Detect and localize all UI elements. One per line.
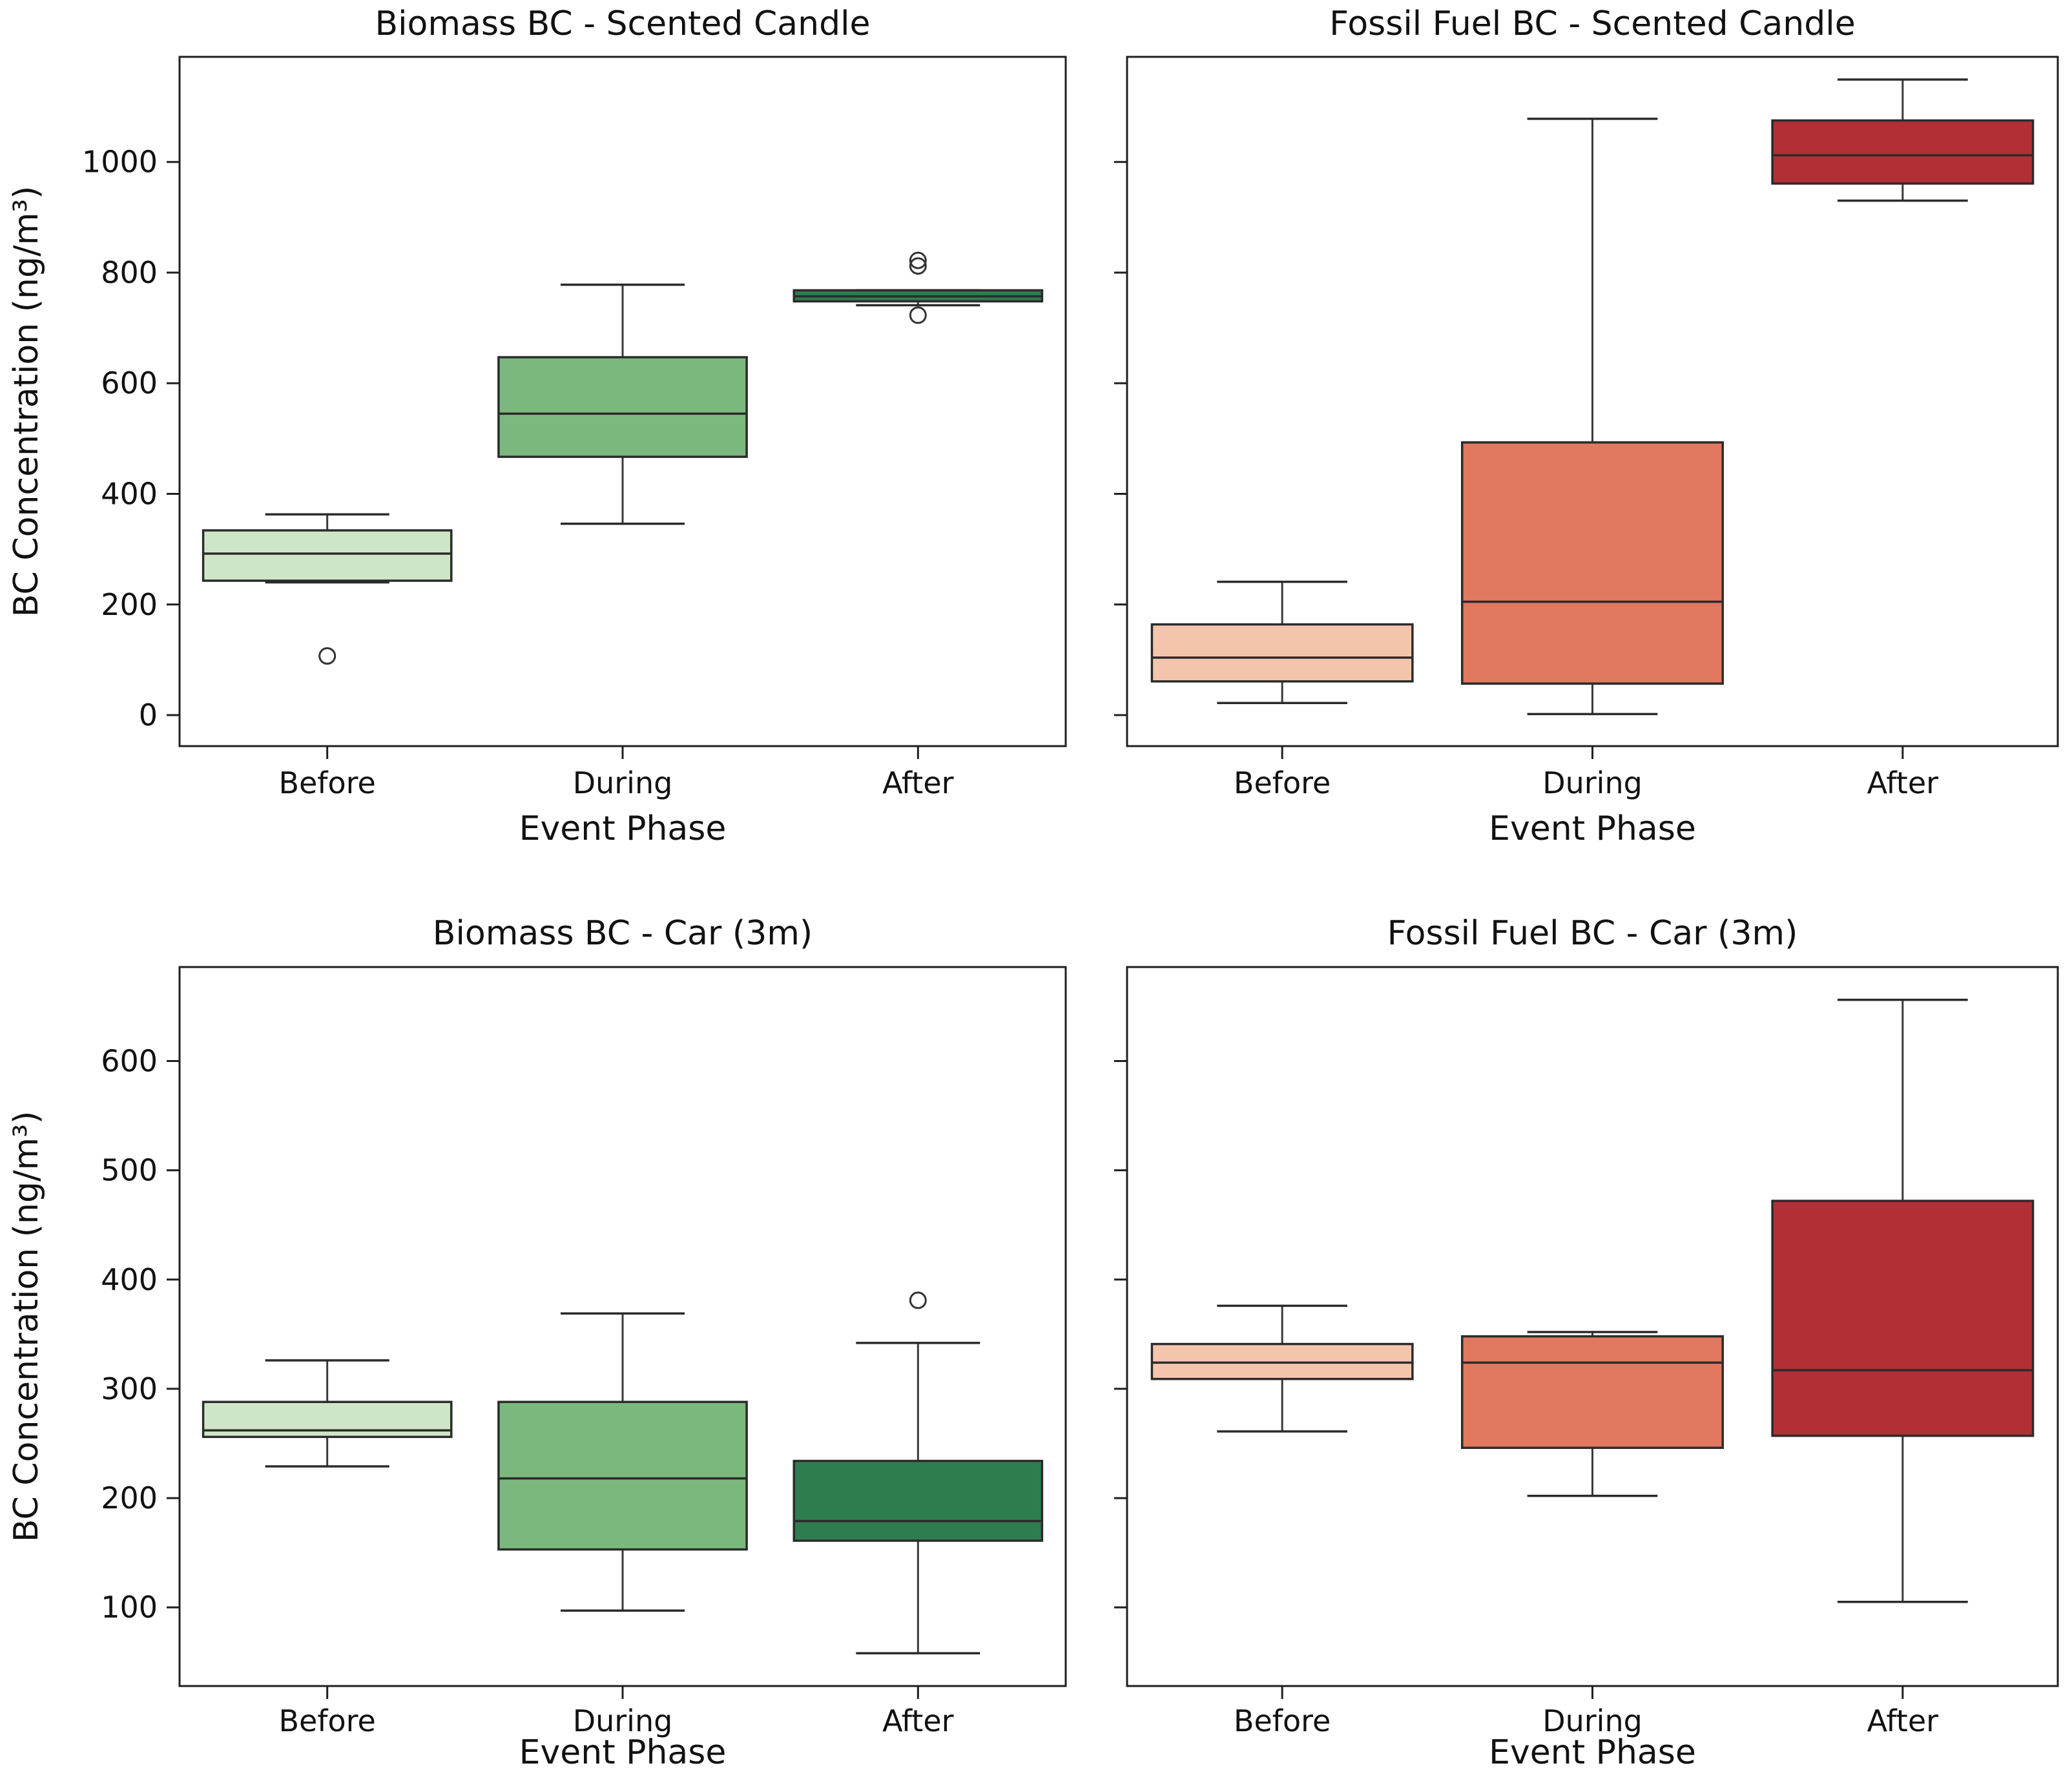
box-during [497, 356, 748, 458]
y-tick-label: 600 [101, 366, 158, 401]
x-tick-label: During [573, 1703, 673, 1738]
y-tick-label: 500 [101, 1153, 158, 1188]
panel-biomass-scented-candle: Biomass BC - Scented Candle 0 200 400 600 800… [0, 0, 1067, 885]
y-tick-label: 800 [101, 255, 158, 290]
y-tick-label: 600 [101, 1043, 158, 1078]
y-tick-label: 200 [101, 1481, 158, 1515]
x-tick-label: After [882, 1703, 954, 1738]
box-before [202, 1400, 453, 1439]
x-tick-label: Before [278, 765, 375, 800]
outlier-point [909, 306, 927, 324]
fossil-fuel-scented-candle-plot: Fossil Fuel BC - Scented Candle Before Dur… [1114, 5, 2059, 848]
panel-biomass-car-3m: Biomass BC - Car (3m) 100 200 300 400 500 600 B… [0, 885, 1067, 1770]
box-during [1461, 1335, 1724, 1450]
x-tick-label: Before [1234, 1703, 1331, 1738]
x-tick-label: During [1542, 1703, 1642, 1738]
y-axis-label: BC Concentration (ng/m³) [7, 186, 46, 618]
outlier-point [909, 257, 927, 275]
y-tick-label: 1000 [82, 145, 158, 180]
y-tick-label: 400 [101, 477, 158, 512]
x-tick-label: During [1542, 765, 1642, 800]
box-during [1461, 441, 1724, 685]
x-tick-label: Before [1234, 765, 1331, 800]
x-axis-label: Event Phase [519, 1733, 727, 1770]
panel-fossil-fuel-car-3m: Fossil Fuel BC - Car (3m) Before During Aft… [1036, 885, 2072, 1770]
x-axis-label: Event Phase [519, 809, 727, 848]
box-before [1150, 623, 1414, 683]
outlier-point [909, 251, 927, 269]
panel-title: Biomass BC - Car (3m) [433, 914, 813, 953]
box-after [793, 1459, 1044, 1542]
outlier-point [318, 647, 337, 665]
y-tick-label: 400 [101, 1262, 158, 1297]
fossil-fuel-car-3m-plot: Fossil Fuel BC - Car (3m) Before During Aft… [1114, 914, 2059, 1770]
box-after [1771, 1200, 2035, 1437]
panel-title: Fossil Fuel BC - Scented Candle [1329, 5, 1855, 43]
y-tick-label: 300 [101, 1371, 158, 1406]
panel-title: Fossil Fuel BC - Car (3m) [1387, 914, 1798, 953]
box-during [497, 1400, 748, 1551]
y-axis-label: BC Concentration (ng/m³) [7, 1111, 46, 1543]
biomass-scented-candle-plot: Biomass BC - Scented Candle 0 200 400 600 800… [7, 5, 1067, 848]
x-tick-label: During [573, 765, 673, 800]
x-tick-label: After [1867, 765, 1939, 800]
y-tick-label: 0 [139, 698, 158, 733]
x-tick-label: After [882, 765, 954, 800]
panel-fossil-fuel-scented-candle: Fossil Fuel BC - Scented Candle Before Dur… [1036, 0, 2072, 885]
y-tick-label: 200 [101, 587, 158, 622]
biomass-car-3m-plot: Biomass BC - Car (3m) 100 200 300 400 500 600 B… [7, 914, 1067, 1770]
x-axis-label: Event Phase [1489, 809, 1696, 848]
outlier-point [909, 1291, 927, 1309]
x-tick-label: Before [278, 1703, 375, 1738]
box-after [1771, 119, 2035, 185]
y-tick-label: 100 [101, 1590, 158, 1625]
x-tick-label: After [1867, 1703, 1939, 1738]
panel-title: Biomass BC - Scented Candle [375, 5, 870, 43]
box-before [202, 529, 453, 582]
x-axis-label: Event Phase [1489, 1733, 1696, 1770]
